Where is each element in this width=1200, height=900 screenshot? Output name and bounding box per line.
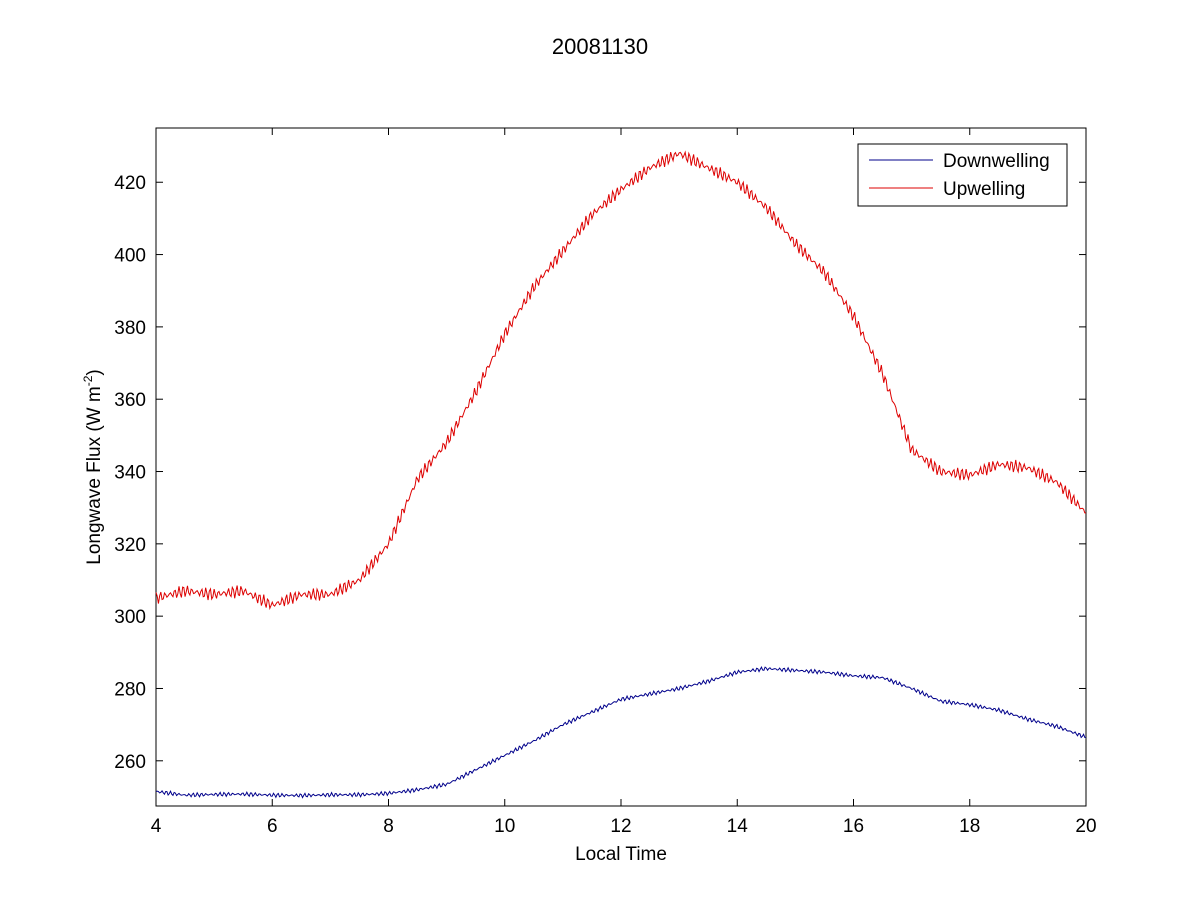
series-line-downwelling: [155, 665, 1087, 799]
x-tick-label: 4: [151, 816, 162, 837]
y-tick-label: 340: [114, 463, 146, 484]
y-tick-label: 360: [114, 390, 146, 411]
chart-title: 20081130: [552, 34, 648, 59]
y-tick-label: 320: [114, 535, 146, 556]
y-tick-label: 260: [114, 752, 146, 773]
legend: Downwelling Upwelling: [857, 143, 1068, 207]
y-axis-label-close: ): [84, 369, 105, 375]
plot-area: [155, 127, 1087, 807]
x-tick-label: 6: [267, 816, 278, 837]
series-line-upwelling: [155, 150, 1087, 611]
x-tick-label: 14: [727, 816, 749, 837]
x-tick-label: 12: [610, 816, 631, 837]
legend-box: [857, 143, 1068, 207]
legend-label-downwelling: Downwelling: [943, 151, 1050, 172]
y-tick-label: 420: [114, 173, 146, 194]
x-axis-label: Local Time: [575, 844, 667, 865]
series-layer: [155, 150, 1087, 799]
x-tick-label: 10: [494, 816, 515, 837]
axis-ticks: 4 6 8 10 12 14 16 18 20 260 280 300 320 340 360 380 400 4…: [114, 128, 1097, 837]
y-axis-label-main: Longwave Flux (W m: [84, 386, 105, 564]
y-axis-label-superscript: -2: [81, 375, 95, 386]
y-tick-label: 280: [114, 679, 146, 700]
legend-label-upwelling: Upwelling: [943, 179, 1025, 200]
y-axis-label: Longwave Flux (W m-2): [81, 369, 105, 564]
y-tick-label: 380: [114, 318, 146, 339]
y-tick-label: 300: [114, 607, 146, 628]
x-tick-label: 20: [1075, 816, 1096, 837]
x-tick-label: 8: [383, 816, 394, 837]
x-tick-label: 16: [843, 816, 864, 837]
y-tick-label: 400: [114, 246, 146, 267]
x-tick-label: 18: [959, 816, 980, 837]
